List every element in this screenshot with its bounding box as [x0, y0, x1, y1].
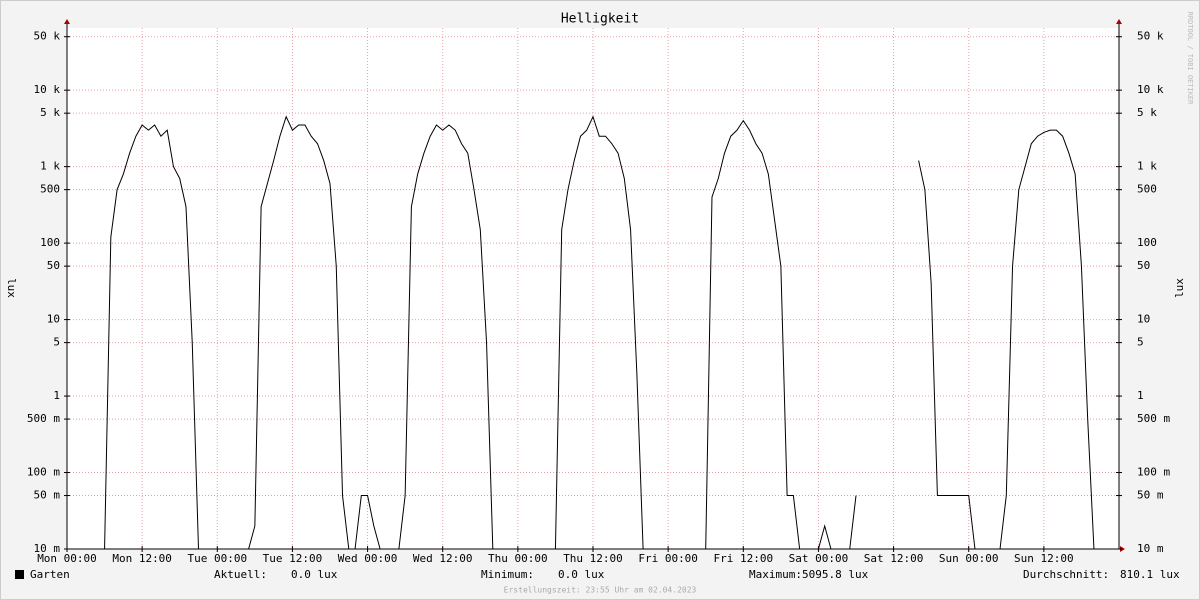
stat-label: Maximum: — [749, 568, 802, 581]
x-tick-label: Wed 12:00 — [413, 552, 473, 565]
legend-swatch — [15, 570, 24, 579]
x-tick-label: Fri 00:00 — [638, 552, 698, 565]
x-tick-label: Fri 12:00 — [713, 552, 773, 565]
y-axis-label: lux — [5, 278, 18, 298]
y-tick-label: 10 — [47, 313, 60, 326]
stat-label: Aktuell: — [214, 568, 267, 581]
stat-label: Durchschnitt: — [1023, 568, 1109, 581]
footer: Erstellungszeit: 23:55 Uhr am 02.04.2023 — [504, 586, 697, 595]
x-tick-label: Sat 12:00 — [864, 552, 924, 565]
x-tick-label: Sat 00:00 — [789, 552, 849, 565]
x-tick-label: Tue 00:00 — [187, 552, 247, 565]
plot-area — [67, 28, 1119, 549]
y-tick-label: 5 — [53, 336, 60, 349]
y-tick-label: 5 k — [40, 106, 60, 119]
y-tick-label-right: 100 — [1137, 236, 1157, 249]
y-tick-label-right: 10 k — [1137, 83, 1164, 96]
watermark: RRDTOOL / TOBI OETIKER — [1186, 12, 1194, 106]
x-tick-label: Thu 00:00 — [488, 552, 548, 565]
x-tick-label: Mon 00:00 — [37, 552, 97, 565]
y-tick-label: 100 m — [27, 466, 60, 479]
y-tick-label: 50 m — [34, 489, 61, 502]
chart-title: Helligkeit — [561, 12, 639, 27]
y-tick-label-right: 10 m — [1137, 542, 1164, 555]
y-tick-label-right: 5 — [1137, 336, 1144, 349]
y-tick-label: 100 — [40, 236, 60, 249]
y-tick-label: 10 m — [34, 542, 61, 555]
y-tick-label-right: 50 — [1137, 259, 1150, 272]
x-tick-label: Wed 00:00 — [338, 552, 398, 565]
y-tick-label-right: 5 k — [1137, 106, 1157, 119]
y-tick-label: 10 k — [34, 83, 61, 96]
x-tick-label: Tue 12:00 — [263, 552, 323, 565]
y-tick-label: 500 m — [27, 412, 60, 425]
x-tick-label: Mon 12:00 — [112, 552, 172, 565]
y-tick-label-right: 10 — [1137, 313, 1150, 326]
y-tick-label-right: 500 — [1137, 183, 1157, 196]
stat-value: 810.1 lux — [1120, 568, 1180, 581]
stat-value: 5095.8 lux — [802, 568, 869, 581]
y-tick-label: 500 — [40, 183, 60, 196]
data-line — [67, 115, 1119, 550]
y-axis-label-right: lux — [1173, 278, 1186, 298]
y-tick-label: 50 k — [34, 30, 61, 43]
y-tick-label-right: 1 — [1137, 389, 1144, 402]
stat-label: Minimum: — [481, 568, 534, 581]
x-tick-label: Sun 12:00 — [1014, 552, 1074, 565]
stat-value: 0.0 lux — [558, 568, 605, 581]
axis-arrow — [1120, 546, 1125, 552]
y-tick-label: 1 — [53, 389, 60, 402]
legend-label: Garten — [30, 568, 70, 581]
y-tick-label-right: 50 k — [1137, 30, 1164, 43]
stat-value: 0.0 lux — [291, 568, 338, 581]
y-tick-label: 50 — [47, 259, 60, 272]
x-tick-label: Thu 12:00 — [563, 552, 623, 565]
y-tick-label-right: 500 m — [1137, 412, 1170, 425]
axis-arrow — [1116, 19, 1122, 24]
y-tick-label-right: 1 k — [1137, 160, 1157, 173]
y-tick-label-right: 50 m — [1137, 489, 1164, 502]
y-tick-label: 1 k — [40, 160, 60, 173]
grid — [66, 28, 1119, 550]
axis-arrow — [64, 19, 70, 24]
y-tick-label-right: 100 m — [1137, 466, 1170, 479]
x-tick-label: Sun 00:00 — [939, 552, 999, 565]
